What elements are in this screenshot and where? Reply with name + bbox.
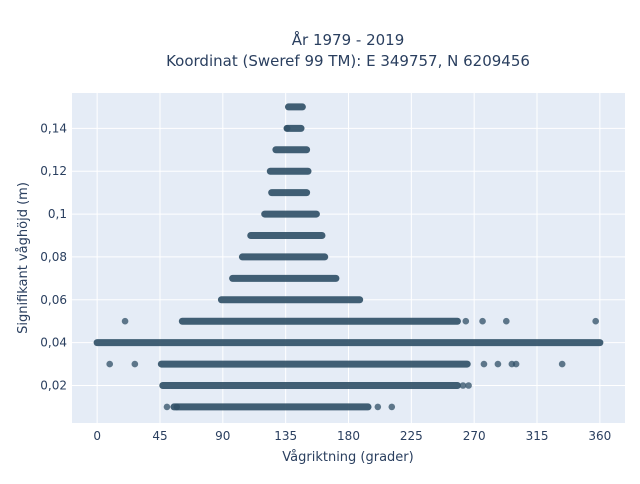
data-point xyxy=(374,403,382,411)
x-tick-label: 270 xyxy=(463,429,486,443)
data-point xyxy=(163,403,171,411)
x-tick-label: 0 xyxy=(93,429,101,443)
y-tick-label: 0,06 xyxy=(40,293,67,307)
data-point xyxy=(480,360,488,368)
x-axis-label: Vågriktning (grader) xyxy=(282,450,413,465)
chart-title-line1: År 1979 - 2019 xyxy=(292,30,405,49)
x-tick-label: 360 xyxy=(588,429,611,443)
y-tick-label: 0,14 xyxy=(40,121,67,135)
y-tick-label: 0,1 xyxy=(48,207,67,221)
data-point xyxy=(503,317,510,325)
y-tick-labels: 0,02 0,04 0,06 0,08 0,1 0,12 0,14 xyxy=(40,121,67,392)
data-point xyxy=(388,403,396,411)
scattered-points xyxy=(106,125,599,411)
data-point xyxy=(131,360,139,368)
data-point xyxy=(173,403,181,411)
y-axis-label: Signifikant våghöjd (m) xyxy=(16,182,31,334)
data-point xyxy=(512,360,520,368)
y-tick-label: 0,12 xyxy=(40,164,67,178)
x-tick-labels: 0 45 90 135 180 225 270 315 360 xyxy=(93,429,611,443)
y-tick-label: 0,08 xyxy=(40,250,67,264)
data-point xyxy=(462,317,470,325)
x-tick-label: 135 xyxy=(274,429,297,443)
data-point xyxy=(465,382,472,389)
x-tick-label: 315 xyxy=(526,429,549,443)
data-point xyxy=(459,382,467,389)
x-tick-label: 225 xyxy=(400,429,423,443)
data-point xyxy=(479,317,486,325)
y-tick-label: 0,04 xyxy=(40,336,67,350)
x-tick-label: 45 xyxy=(152,429,167,443)
y-tick-label: 0,02 xyxy=(40,379,67,393)
x-tick-label: 180 xyxy=(337,429,360,443)
data-point xyxy=(106,360,114,368)
data-point xyxy=(592,317,599,325)
data-point xyxy=(121,317,129,325)
data-point xyxy=(494,360,502,368)
data-point xyxy=(283,125,291,132)
data-point xyxy=(558,360,566,368)
x-gridlines xyxy=(96,93,601,423)
x-tick-label: 90 xyxy=(215,429,230,443)
chart-title-line2: Koordinat (Sweref 99 TM): E 349757, N 62… xyxy=(166,52,530,70)
dense-point-bands xyxy=(93,103,604,411)
